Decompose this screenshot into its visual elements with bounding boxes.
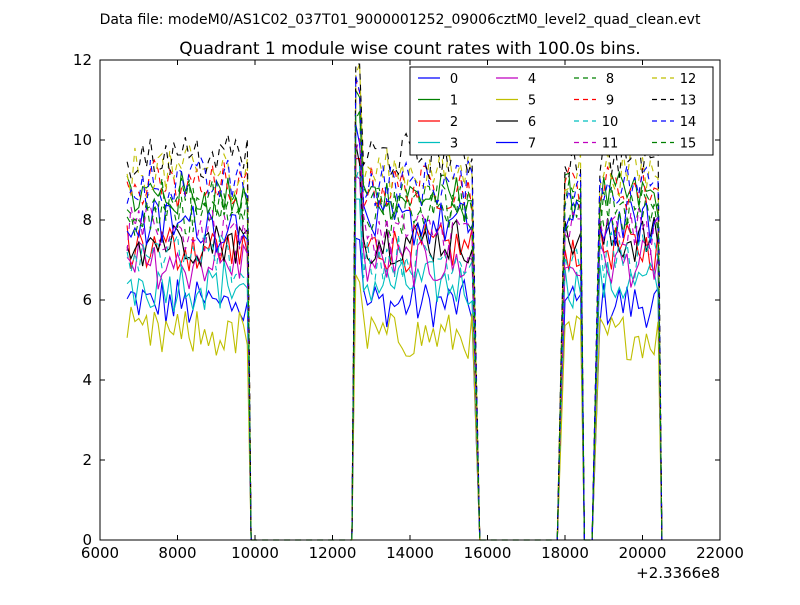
legend-label-8: 8	[606, 72, 614, 87]
legend-label-0: 0	[450, 72, 458, 87]
legend-label-6: 6	[528, 115, 536, 130]
y-tick-label: 6	[82, 291, 92, 309]
legend-label-4: 4	[528, 72, 536, 87]
x-tick-label: 6000	[81, 544, 119, 562]
figure-suptitle: Data file: modeM0/AS1C02_037T01_90000012…	[100, 12, 701, 28]
series-line-14	[126, 75, 663, 540]
series-line-8	[126, 111, 663, 540]
x-tick-label: 20000	[619, 544, 667, 562]
y-tick-label: 2	[82, 451, 92, 469]
legend-label-7: 7	[528, 137, 536, 152]
plot-area	[126, 63, 663, 541]
series-line-11	[126, 138, 663, 540]
legend-label-5: 5	[528, 94, 536, 109]
x-tick-label: 12000	[309, 544, 357, 562]
axis-ticks: 6000 8000 10000 12000 14000 16000 18000 20000 22…	[73, 51, 744, 562]
series-line-0	[126, 237, 663, 540]
legend-label-11: 11	[602, 137, 619, 152]
series-line-4	[126, 174, 663, 540]
legend-label-15: 15	[680, 137, 697, 152]
x-tick-label: 14000	[386, 544, 434, 562]
y-tick-label: 8	[82, 211, 92, 229]
legend-label-13: 13	[680, 94, 697, 109]
y-tick-label: 0	[82, 531, 92, 549]
legend-box	[409, 66, 714, 156]
x-tick-label: 18000	[541, 544, 589, 562]
y-tick-label: 4	[82, 371, 92, 389]
x-tick-label: 16000	[464, 544, 512, 562]
legend-label-1: 1	[450, 94, 458, 109]
legend-label-10: 10	[602, 115, 619, 130]
y-tick-label: 10	[73, 131, 92, 149]
legend-label-2: 2	[450, 115, 458, 130]
legend-label-12: 12	[680, 72, 697, 87]
series-line-1	[126, 90, 663, 540]
series-line-3	[126, 198, 663, 540]
series-line-5	[126, 274, 663, 540]
legend-label-9: 9	[606, 94, 614, 109]
series-line-10	[126, 166, 663, 540]
x-tick-label: 10000	[231, 544, 279, 562]
series-line-13	[126, 63, 663, 540]
series-line-15	[126, 111, 663, 540]
y-tick-label: 12	[73, 51, 92, 69]
x-tick-label: 22000	[696, 544, 744, 562]
series-line-6	[126, 143, 663, 540]
chart-title: Quadrant 1 module wise count rates with …	[179, 39, 640, 59]
series-line-12	[126, 63, 663, 540]
x-tick-label: 8000	[158, 544, 196, 562]
legend-label-14: 14	[680, 115, 697, 130]
legend-label-3: 3	[450, 137, 458, 152]
x-axis-offset-label: +2.3366e8	[636, 564, 720, 582]
